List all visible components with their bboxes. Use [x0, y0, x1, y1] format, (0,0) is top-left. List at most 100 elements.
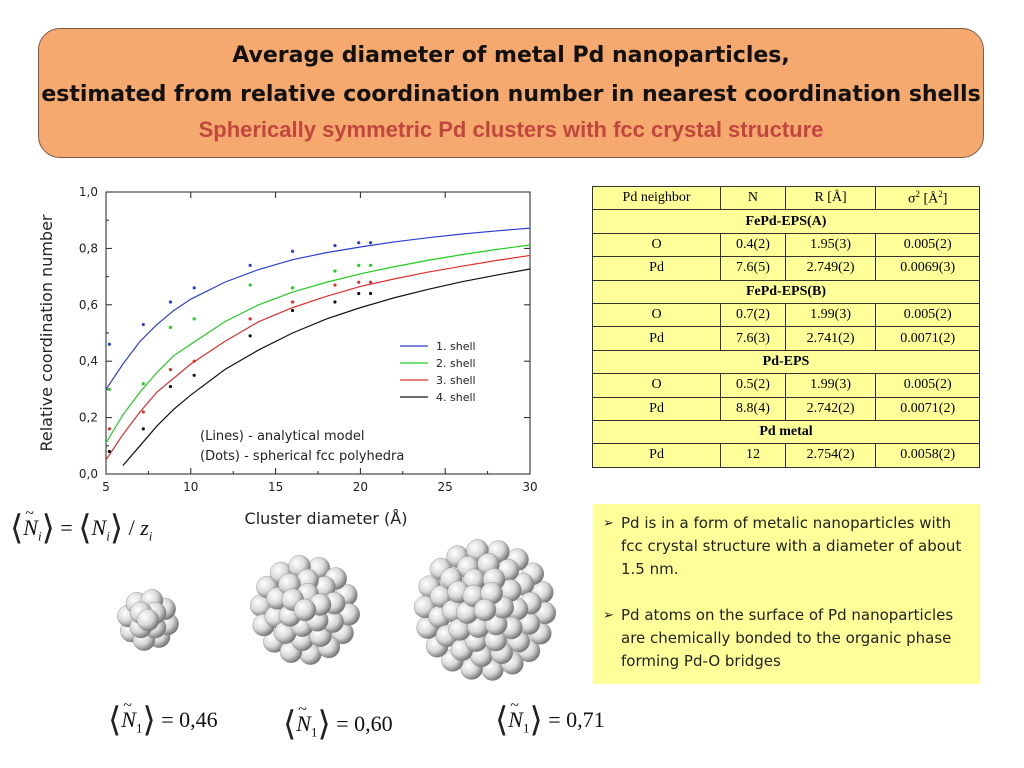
- data-point: [107, 449, 111, 454]
- note-text: Pd is in a form of metalic nanoparticles…: [621, 514, 962, 578]
- table-cell: 0.005(2): [875, 373, 980, 398]
- y-tick-label: 0,4: [79, 354, 98, 368]
- definition-formula: ⟨Ni⟩ = ⟨Ni⟩ / zi: [10, 505, 152, 548]
- data-point: [333, 269, 337, 273]
- data-point: [168, 325, 173, 329]
- value-formula-medium: ⟨N1⟩ = 0,60: [283, 701, 393, 744]
- data-point: [141, 427, 145, 431]
- table-cell: 7.6(3): [720, 326, 786, 351]
- data-point: [357, 280, 361, 284]
- data-point: [290, 286, 295, 290]
- x-tick-label: 5: [102, 480, 110, 494]
- series-line: [122, 268, 531, 466]
- value-formula-small: ⟨N1⟩ = 0,46: [108, 697, 218, 740]
- table-cell: 0.0071(2): [875, 396, 980, 421]
- series-line: [105, 244, 531, 444]
- table-row: Pd 8.8(4) 2.742(2) 0.0071(2): [591, 396, 980, 421]
- data-point: [368, 263, 373, 267]
- atom-sphere: [293, 598, 317, 622]
- table-row: Pd 7.6(5) 2.749(2) 0.0069(3): [591, 256, 980, 281]
- legend-label: 3. shell: [436, 374, 476, 387]
- y-tick-label: 0,6: [79, 298, 98, 312]
- table-cell: 2.741(2): [784, 326, 877, 351]
- table-cell: 8.8(4): [720, 396, 786, 421]
- table-cell: O: [591, 302, 722, 328]
- y-tick-label: 0,8: [79, 241, 98, 255]
- coordination-chart: 5 10 15 20 25 30 0,0 0,2 0,4 0,6 0,8 1,0 Cluster dia…: [37, 185, 538, 528]
- data-point: [248, 317, 252, 321]
- table-cell: 0.5(2): [720, 373, 786, 398]
- atom-sphere: [473, 598, 497, 622]
- x-tick-label: 30: [522, 480, 537, 494]
- table-group-row: FePd-EPS(A): [592, 209, 980, 234]
- data-point: [141, 410, 145, 414]
- data-point: [357, 291, 361, 296]
- data-point: [248, 283, 252, 287]
- table-header-cell: σ2 [Å2]: [875, 185, 980, 211]
- table-row: O 0.5(2) 1.99(3) 0.005(2): [591, 373, 980, 398]
- value-small: 0,46: [179, 707, 218, 732]
- table-cell: 0.0071(2): [875, 326, 980, 351]
- value-medium: 0,60: [354, 711, 393, 736]
- y-axis-label: Relative coordination number: [37, 214, 56, 451]
- plot-frame: [105, 191, 531, 475]
- note-text: Pd atoms on the surface of Pd nanopartic…: [621, 606, 954, 670]
- table-cell: 0.4(2): [720, 232, 786, 258]
- title-banner: Average diameter of metal Pd nanoparticl…: [38, 28, 984, 158]
- table-group-label: FePd-EPS(B): [592, 279, 980, 304]
- arrow-bullet-icon: ➢: [603, 608, 614, 623]
- table-row: Pd 7.6(3) 2.741(2) 0.0071(2): [591, 326, 980, 351]
- table-header-cell: Pd neighbor: [591, 185, 722, 211]
- data-point: [107, 387, 111, 391]
- data-point: [333, 243, 337, 248]
- data-point: [141, 322, 145, 327]
- table-group-label: Pd metal: [592, 419, 980, 445]
- table-cell: 12: [720, 443, 786, 468]
- note-item: ➢ Pd atoms on the surface of Pd nanopart…: [603, 604, 970, 673]
- y-tick-label: 0,0: [79, 467, 98, 481]
- table-cell: 0.005(2): [875, 232, 980, 258]
- data-point: [333, 300, 337, 304]
- data-point: [333, 283, 337, 287]
- data-point: [141, 382, 145, 386]
- title-line-2: estimated from relative coordination num…: [41, 82, 981, 107]
- data-point: [192, 359, 196, 363]
- table-cell: Pd: [591, 443, 722, 468]
- data-point: [192, 373, 196, 377]
- cluster-large-image: [414, 539, 556, 681]
- table-group-row: Pd metal: [592, 419, 980, 445]
- table-cell: 1.99(3): [784, 373, 877, 398]
- data-point: [168, 384, 173, 389]
- data-point: [290, 308, 295, 313]
- y-tick-label: 0,2: [79, 411, 98, 425]
- parameters-table: Pd neighbor N R [Å] σ2 [Å2] FePd-EPS(A) O 0.4…: [591, 185, 980, 468]
- legend-label: 1. shell: [436, 340, 476, 353]
- cluster-medium-image: [250, 555, 360, 665]
- x-tick-label: 25: [438, 480, 453, 494]
- data-point: [368, 291, 373, 296]
- table-cell: O: [591, 373, 722, 398]
- data-point: [368, 241, 373, 245]
- symbol-n: N: [23, 515, 38, 540]
- table-cell: 0.7(2): [720, 302, 786, 328]
- data-point: [248, 263, 252, 267]
- x-tick-label: 15: [268, 480, 283, 494]
- data-point: [248, 334, 252, 338]
- table-group-row: FePd-EPS(B): [592, 279, 980, 304]
- note-item: ➢ Pd is in a form of metalic nanoparticl…: [603, 512, 970, 581]
- data-point: [168, 300, 173, 304]
- table-cell: 0.0069(3): [875, 256, 980, 281]
- x-tick-label: 10: [183, 480, 198, 494]
- title-line-1: Average diameter of metal Pd nanoparticl…: [232, 43, 790, 68]
- parameters-table-wrap: Pd neighbor N R [Å] σ2 [Å2] FePd-EPS(A) O 0.4…: [591, 185, 980, 468]
- table-cell: 0.005(2): [875, 302, 980, 328]
- data-point: [357, 263, 361, 267]
- data-point: [107, 342, 111, 346]
- data-point: [290, 300, 295, 304]
- table-cell: 2.749(2): [784, 256, 877, 281]
- table-cell: 0.0058(2): [875, 443, 980, 468]
- cluster-small-image: [117, 589, 179, 651]
- table-cell: 2.742(2): [784, 396, 877, 421]
- data-point: [192, 317, 196, 321]
- table-row: Pd 12 2.754(2) 0.0058(2): [591, 443, 980, 468]
